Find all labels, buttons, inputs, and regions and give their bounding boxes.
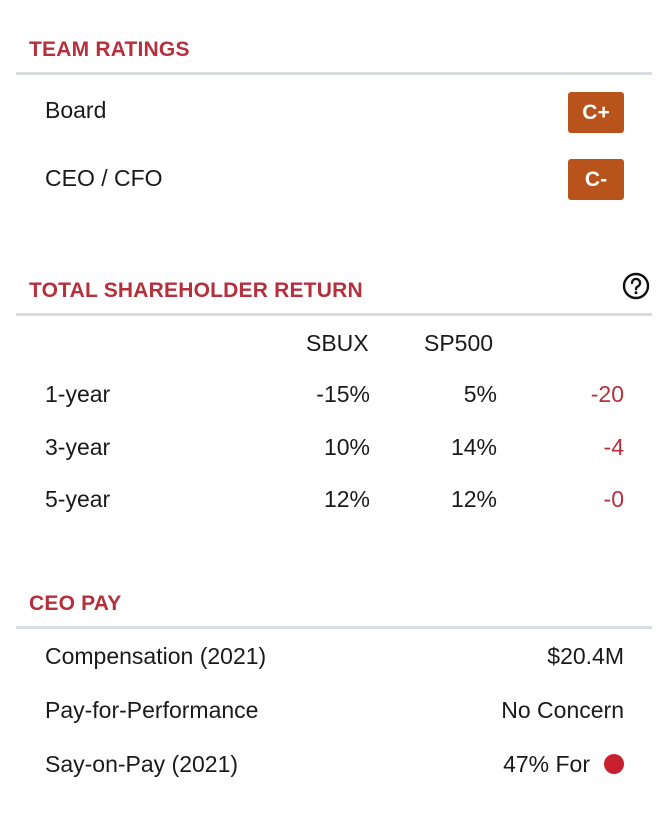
- status-dot-icon: [604, 754, 624, 774]
- tsr-row-label: 5-year: [45, 486, 111, 512]
- tsr-title: TOTAL SHAREHOLDER RETURN: [29, 279, 363, 302]
- ceo-pay-title: CEO PAY: [29, 592, 122, 615]
- board-grade-badge: C+: [568, 92, 624, 133]
- col-header-sbux: SBUX: [306, 330, 369, 356]
- tsr-sp500-value: 5%: [463, 381, 497, 407]
- tsr-row-label: 3-year: [45, 434, 111, 460]
- tsr-divider: [16, 313, 652, 316]
- tsr-sbux-value: 10%: [323, 434, 370, 460]
- tsr-diff-value: -0: [603, 486, 624, 512]
- tsr-sbux-value: -15%: [316, 381, 370, 407]
- ceo-cfo-label: CEO / CFO: [45, 165, 163, 191]
- col-header-sp500: SP500: [424, 330, 494, 356]
- team-ratings-divider: [16, 72, 652, 75]
- tsr-sp500-value: 12%: [450, 486, 497, 512]
- compensation-value: $20.4M: [547, 643, 624, 669]
- say-on-pay-value-wrap: 47% For: [503, 751, 624, 778]
- compensation-label: Compensation (2021): [45, 643, 267, 669]
- team-ratings-title: TEAM RATINGS: [29, 38, 190, 61]
- pay-for-performance-value: No Concern: [501, 697, 624, 723]
- pay-for-performance-label: Pay-for-Performance: [45, 697, 259, 723]
- board-label: Board: [45, 97, 107, 123]
- ceo-cfo-grade-badge: C-: [568, 159, 624, 200]
- tsr-sbux-value: 12%: [323, 486, 370, 512]
- tsr-diff-value: -20: [590, 381, 624, 407]
- ceo-pay-divider: [16, 626, 652, 629]
- say-on-pay-label: Say-on-Pay (2021): [45, 751, 239, 777]
- tsr-diff-value: -4: [603, 434, 624, 460]
- question-circle-icon[interactable]: [622, 272, 650, 300]
- tsr-sp500-value: 14%: [450, 434, 497, 460]
- tsr-row-label: 1-year: [45, 381, 111, 407]
- say-on-pay-value: 47% For: [503, 751, 590, 777]
